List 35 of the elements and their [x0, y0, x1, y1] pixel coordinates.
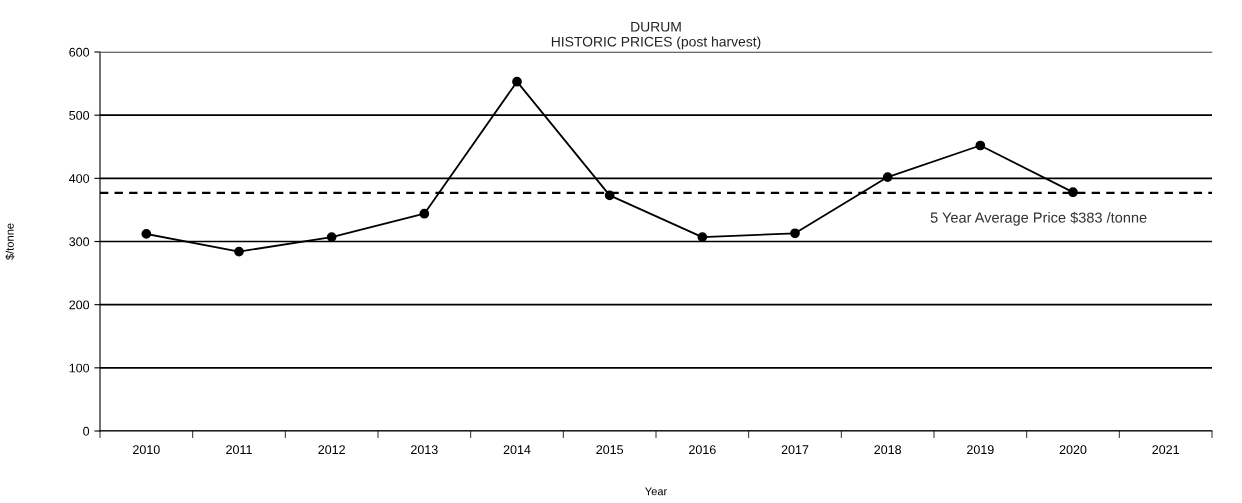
x-tick-label: 2017	[781, 445, 809, 455]
y-tick-label: 500	[69, 110, 90, 120]
point	[141, 229, 152, 239]
x-tick-label: 2019	[967, 445, 994, 455]
point	[604, 190, 615, 201]
point	[326, 232, 337, 242]
x-tick-label: 2018	[874, 445, 902, 455]
point	[882, 172, 893, 182]
x-axis-title: Year	[645, 487, 668, 496]
point	[512, 76, 522, 87]
ref-line-label: 5 Year Average Price $383 /tonne	[930, 211, 1147, 226]
chart-title: DURUM	[631, 21, 681, 32]
x-tick-label: 2012	[318, 445, 345, 455]
y-tick-label: 0	[83, 426, 90, 436]
x-tick-label: 2021	[1152, 445, 1179, 455]
chart-subtitle: HISTORIC PRICES (post harvest)	[551, 36, 761, 50]
x-tick-label: 2011	[226, 445, 252, 455]
x-tick-label: 2016	[689, 445, 716, 455]
y-tick-label: 600	[69, 47, 90, 57]
y-axis-title: $/tonne	[5, 223, 15, 260]
x-tick-label: 2013	[411, 445, 438, 455]
point	[234, 246, 244, 257]
point	[1068, 187, 1078, 198]
point	[975, 140, 986, 151]
x-tick-label: 2014	[503, 445, 531, 455]
y-tick-label: 400	[69, 174, 90, 183]
y-tick-label: 100	[69, 363, 90, 373]
y-tick-label: 200	[69, 300, 90, 310]
point	[790, 228, 800, 239]
point	[697, 232, 708, 242]
x-tick-label: 2015	[596, 445, 624, 455]
y-tick-label: 300	[69, 237, 90, 247]
point	[419, 208, 430, 219]
x-tick-label: 2020	[1059, 445, 1087, 455]
x-tick-label: 2010	[133, 445, 160, 455]
